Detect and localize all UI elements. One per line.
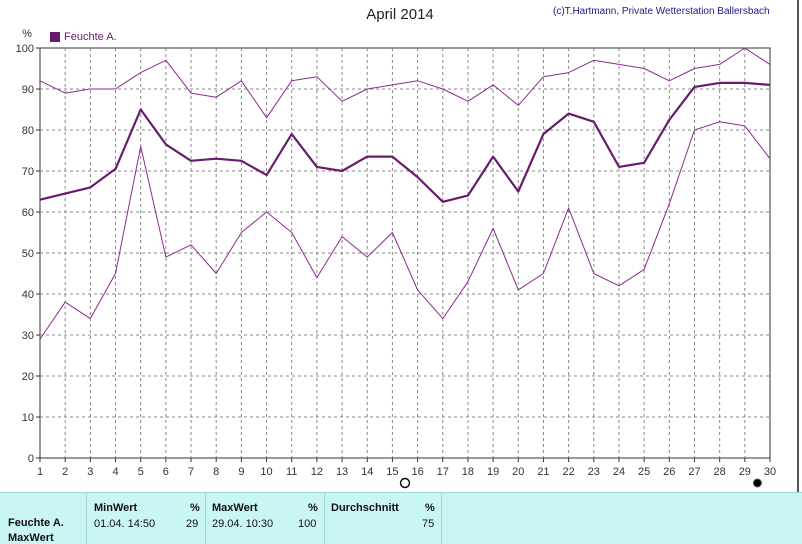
x-tick-label: 19 [487,466,499,478]
y-tick-label: 90 [22,84,34,96]
x-tick-label: 7 [188,466,194,478]
stats-row-label-2: MaxWert [8,532,54,544]
x-tick-label: 17 [437,466,449,478]
min-value: 29 [186,518,199,530]
x-tick-label: 22 [562,466,574,478]
avg-header: Durchschnitt [331,502,399,514]
max-date: 29.04. 10:30 [212,518,274,530]
series-line-min [39,121,771,340]
min-date: 01.04. 14:50 [94,518,156,530]
avg-value: 75 [422,518,435,530]
max-value: 100 [298,518,317,530]
stats-max-col: MaxWert % 29.04. 10:30 100 [206,493,325,544]
x-tick-label: 16 [411,466,423,478]
x-tick-label: 26 [663,466,675,478]
series-line-max [39,47,771,119]
stats-panel: Feuchte A. MaxWert MinWert % 01.04. 14:5… [0,492,802,544]
x-tick-label: 9 [238,466,244,478]
x-tick-label: 11 [286,466,297,478]
x-tick-label: 8 [213,466,219,478]
y-tick-label: 80 [22,125,34,137]
window-edge [797,0,799,492]
max-unit: % [308,502,318,514]
min-header: MinWert [94,502,138,514]
x-tick-label: 21 [537,466,549,478]
x-tick-label: 15 [386,466,398,478]
stats-min-col: MinWert % 01.04. 14:50 29 [87,493,206,544]
y-tick-label: 60 [22,207,34,219]
max-header: MaxWert [212,502,258,514]
x-tick-label: 28 [714,466,726,478]
y-tick-label: 40 [22,289,34,301]
filled-circle-marker [752,478,762,488]
y-tick-label: 100 [16,43,34,55]
x-tick-label: 18 [462,466,474,478]
x-tick-label: 20 [512,466,524,478]
x-tick-label: 14 [361,466,373,478]
x-tick-label: 23 [588,466,600,478]
y-tick-label: 0 [28,453,34,465]
credit-text: (c)T.Hartmann, Private Wetterstation Bal… [553,6,770,17]
x-tick-label: 5 [138,466,144,478]
x-tick-label: 27 [688,466,700,478]
x-tick-label: 24 [613,466,625,478]
x-tick-label: 30 [764,466,776,478]
min-unit: % [190,502,200,514]
x-tick-label: 29 [739,466,751,478]
chart-title: April 2014 [366,6,434,23]
legend: Feuchte A. [50,31,117,43]
y-tick-label: 50 [22,248,34,260]
legend-swatch [50,32,60,42]
stats-avg-col: Durchschnitt % 75 [325,493,442,544]
x-tick-label: 12 [311,466,323,478]
y-tick-label: 30 [22,330,34,342]
y-axis-label: % [22,28,32,40]
x-tick-label: 10 [260,466,272,478]
x-tick-label: 4 [112,466,118,478]
open-circle-marker [399,477,411,489]
stats-label-col: Feuchte A. MaxWert [0,493,87,544]
x-tick-label: 13 [336,466,348,478]
avg-unit: % [425,502,435,514]
y-tick-label: 70 [22,166,34,178]
x-tick-label: 1 [37,466,43,478]
y-tick-label: 20 [22,371,34,383]
series-line-mean [39,81,771,203]
x-tick-label: 6 [163,466,169,478]
x-tick-label: 2 [62,466,68,478]
x-tick-label: 3 [87,466,93,478]
y-tick-label: 10 [22,412,34,424]
stats-row-label: Feuchte A. [8,517,64,529]
legend-label: Feuchte A. [64,31,117,43]
x-tick-label: 25 [638,466,650,478]
